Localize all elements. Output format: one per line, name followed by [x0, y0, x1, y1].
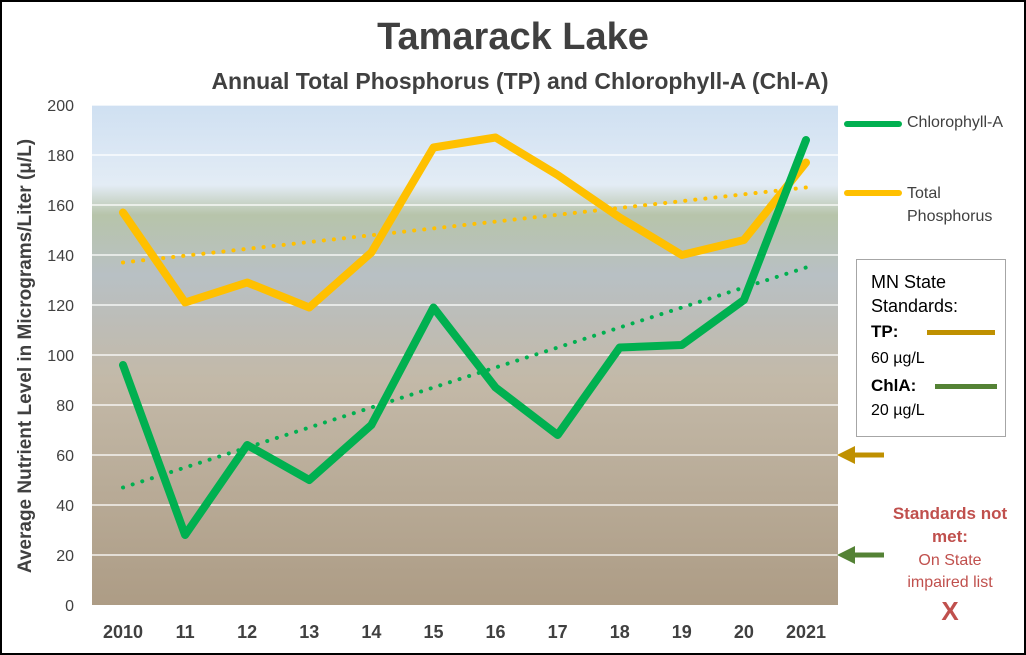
- legend-swatch-chlorophyll: [844, 121, 902, 127]
- y-tick-label-120: 120: [47, 298, 74, 315]
- y-tick-label-60: 60: [56, 448, 74, 465]
- x-tick-label-11: 11: [176, 622, 195, 642]
- y-tick-labels: 0 20 40 60 80 100 120 140 160 180 200: [47, 98, 74, 615]
- x-tick-label-2010: 2010: [103, 622, 143, 642]
- x-tick-label-19: 19: [672, 622, 692, 642]
- x-tick-label-18: 18: [610, 622, 630, 642]
- standards-tp-swatch: [927, 330, 995, 335]
- standards-tp-value: 60 µg/L: [871, 350, 925, 367]
- x-tick-label-12: 12: [237, 622, 257, 642]
- x-tick-label-17: 17: [548, 622, 568, 642]
- series-line-chlorophyll: [119, 136, 810, 539]
- standard-arrow-tp: [837, 446, 884, 464]
- legend-label-phosphorus: Total Phosphorus: [907, 185, 993, 225]
- trendline-phosphorus: [121, 185, 808, 265]
- chart-title: Tamarack Lake: [377, 16, 649, 58]
- x-tick-label-16: 16: [486, 622, 506, 642]
- x-tick-label-2021: 2021: [786, 622, 826, 642]
- trendlines: [121, 185, 808, 490]
- x-mark: X: [941, 596, 959, 626]
- grid-lines: [92, 104, 838, 556]
- legend-swatch-phosphorus: [844, 190, 902, 196]
- standard-markers: [837, 446, 884, 564]
- series-line-phosphorus: [119, 133, 810, 312]
- x-tick-label-15: 15: [423, 622, 443, 642]
- x-tick-labels: 2010 11 12 13 14 15 16 17 18 19 20 2021: [103, 622, 826, 642]
- standards-not-met: Standards not met:: [892, 504, 1008, 546]
- arrow-head-tp: [837, 446, 855, 464]
- standards-chla-swatch: [935, 384, 997, 389]
- x-tick-label-13: 13: [299, 622, 319, 642]
- data-series: [119, 133, 810, 539]
- y-tick-label-80: 80: [56, 398, 74, 415]
- trendline-chlorophyll: [121, 265, 808, 490]
- standards-box: MN State Standards: TP: 60 µg/L ChlA: 20…: [856, 259, 1006, 437]
- y-tick-label-0: 0: [65, 598, 74, 615]
- standards-chla-label: ChlA:: [871, 376, 917, 395]
- standards-title: MN State Standards:: [871, 272, 959, 316]
- y-tick-label-100: 100: [47, 348, 74, 365]
- standard-arrow-chla: [837, 546, 884, 564]
- legend-label-chlorophyll: Chlorophyll-A: [907, 114, 1004, 131]
- x-tick-label-14: 14: [361, 622, 381, 642]
- impaired-list-note: On State impaired list: [907, 552, 993, 591]
- standards-chla-value: 20 µg/L: [871, 402, 925, 419]
- y-tick-label-140: 140: [47, 248, 74, 265]
- x-tick-label-20: 20: [734, 622, 754, 642]
- y-tick-label-40: 40: [56, 498, 74, 515]
- y-tick-label-160: 160: [47, 198, 74, 215]
- standards-tp-label: TP:: [871, 322, 899, 341]
- chart-subtitle: Annual Total Phosphorus (TP) and Chlorop…: [211, 68, 829, 94]
- y-tick-label-180: 180: [47, 148, 74, 165]
- y-tick-label-20: 20: [56, 548, 74, 565]
- y-tick-label-200: 200: [47, 98, 74, 115]
- arrow-head-chla: [837, 546, 855, 564]
